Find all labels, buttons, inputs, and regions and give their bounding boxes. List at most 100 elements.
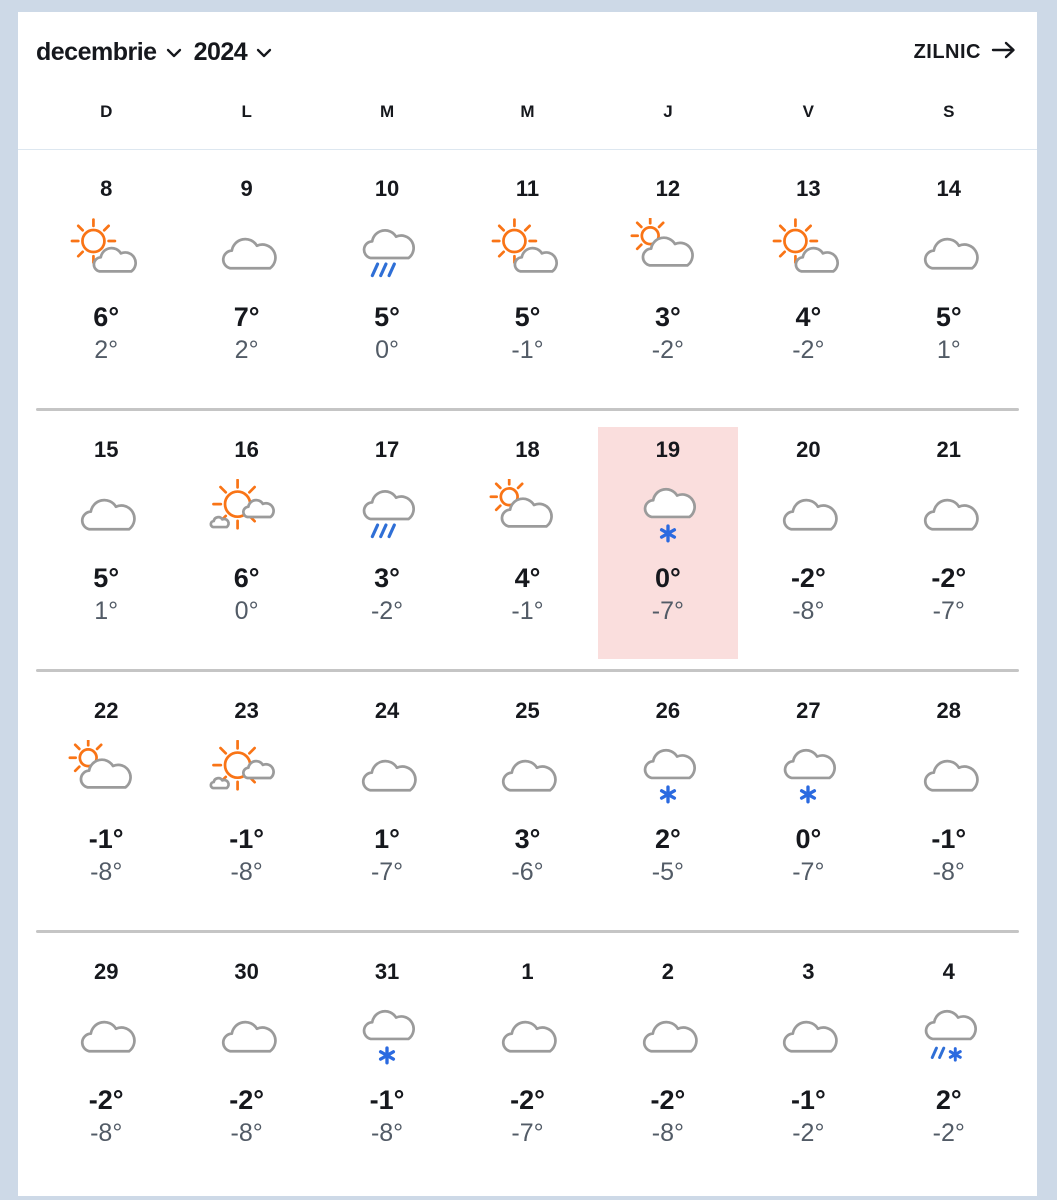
day-cell[interactable]: 12 3° -2°: [598, 166, 738, 398]
month-label: decembrie: [36, 37, 157, 66]
day-number: 1: [521, 959, 534, 984]
day-cell[interactable]: 28 -1° -8°: [879, 688, 1019, 920]
low-temp: -8°: [230, 1119, 263, 1147]
day-cell[interactable]: 8 6° 2°: [36, 166, 176, 398]
low-temp: -8°: [932, 858, 965, 886]
cloudy-icon: [485, 738, 569, 808]
year-label: 2024: [193, 37, 248, 66]
low-temp: -8°: [370, 1119, 404, 1147]
day-of-week-label: L: [241, 102, 252, 121]
week-row: 15 5° 1° 16 6° 0° 17 3° -2° 18 4° -1° 19…: [36, 411, 1019, 669]
low-temp: -7°: [932, 597, 965, 625]
day-cell[interactable]: 18 4° -1°: [457, 427, 597, 659]
day-cell[interactable]: 15 5° 1°: [36, 427, 176, 659]
day-number: 2: [661, 959, 675, 984]
high-temp: 0°: [795, 824, 822, 854]
mostly-cloudy-icon: [485, 477, 569, 547]
high-temp: -1°: [369, 1085, 405, 1115]
low-temp: 2°: [94, 336, 119, 364]
rain-icon: [345, 477, 429, 547]
low-temp: -6°: [511, 858, 544, 886]
low-temp: -2°: [792, 336, 825, 364]
low-temp: -8°: [90, 1119, 123, 1147]
day-cell[interactable]: 16 6° 0°: [176, 427, 316, 659]
day-cell[interactable]: 1 -2° -7°: [457, 949, 597, 1181]
day-cell[interactable]: 22 -1° -8°: [36, 688, 176, 920]
day-cell[interactable]: 27 0° -7°: [738, 688, 878, 920]
day-cell[interactable]: 19 0° -7°: [597, 427, 739, 659]
day-cell[interactable]: 26 2° -5°: [598, 688, 738, 920]
cloudy-icon: [205, 999, 289, 1069]
snow-icon: [626, 738, 710, 808]
daily-link-label: ZILNIC: [913, 40, 981, 63]
high-temp: 5°: [93, 563, 120, 593]
day-of-week-label: M: [520, 102, 535, 121]
low-temp: 1°: [94, 597, 119, 625]
cloudy-icon: [907, 216, 991, 286]
day-cell[interactable]: 31 -1° -8°: [317, 949, 457, 1181]
cloudy-icon: [907, 477, 991, 547]
rain-icon: [345, 216, 429, 286]
week-separator: [36, 408, 1019, 411]
day-cell[interactable]: 21 -2° -7°: [879, 427, 1019, 659]
day-of-week-label: D: [100, 102, 113, 121]
day-cell[interactable]: 4 2° -2°: [879, 949, 1019, 1181]
high-temp: -2°: [650, 1085, 686, 1115]
day-cell[interactable]: 30 -2° -8°: [176, 949, 316, 1181]
high-temp: -1°: [88, 824, 124, 854]
day-of-week-label: V: [802, 102, 815, 121]
daily-view-link[interactable]: ZILNIC: [914, 40, 1017, 65]
day-number: 12: [655, 176, 681, 201]
day-cell[interactable]: 23 -1° -8°: [176, 688, 316, 920]
day-cell[interactable]: 11 5° -1°: [457, 166, 597, 398]
low-temp: -2°: [932, 1119, 965, 1147]
day-number: 22: [93, 698, 119, 723]
cloudy-icon: [766, 999, 850, 1069]
day-cell[interactable]: 13 4° -2°: [738, 166, 878, 398]
day-number: 31: [374, 959, 400, 984]
monthly-forecast-card: decembrie 2024 ZILNIC: [18, 12, 1037, 1196]
week-row: 8 6° 2° 9 7° 2° 10 5° 0° 11 5° -1° 12 3°…: [36, 150, 1019, 408]
low-temp: 2°: [234, 336, 259, 364]
high-temp: 2°: [655, 824, 681, 854]
day-number: 20: [796, 437, 821, 462]
year-selector[interactable]: 2024: [194, 38, 273, 67]
day-number: 3: [802, 959, 815, 984]
day-cell[interactable]: 24 1° -7°: [317, 688, 457, 920]
day-cell[interactable]: 17 3° -2°: [317, 427, 457, 659]
cloudy-icon: [64, 999, 148, 1069]
low-temp: -8°: [651, 1119, 685, 1147]
snow-icon: [766, 738, 850, 808]
day-number: 4: [942, 959, 955, 984]
mostly-sunny-icon: [205, 477, 289, 547]
day-cell[interactable]: 20 -2° -8°: [738, 427, 878, 659]
arrow-right-icon: [991, 40, 1017, 65]
low-temp: -8°: [230, 858, 263, 886]
day-cell[interactable]: 14 5° 1°: [879, 166, 1019, 398]
day-number: 8: [100, 176, 113, 201]
low-temp: 0°: [234, 597, 259, 625]
day-cell[interactable]: 2 -2° -8°: [598, 949, 738, 1181]
high-temp: 3°: [374, 563, 400, 593]
header-separator: [18, 149, 1037, 150]
day-cell[interactable]: 9 7° 2°: [176, 166, 316, 398]
calendar-header: decembrie 2024 ZILNIC: [18, 36, 1037, 68]
high-temp: -1°: [931, 824, 967, 854]
day-number: 27: [796, 698, 821, 723]
day-number: 15: [93, 437, 119, 462]
high-temp: 7°: [233, 302, 260, 332]
high-temp: 4°: [795, 302, 822, 332]
day-cell[interactable]: 25 3° -6°: [457, 688, 597, 920]
day-number: 30: [234, 959, 259, 984]
day-number: 13: [796, 176, 821, 201]
low-temp: -7°: [511, 1119, 544, 1147]
month-selector[interactable]: decembrie: [36, 38, 182, 67]
high-temp: 4°: [514, 563, 541, 593]
day-cell[interactable]: 29 -2° -8°: [36, 949, 176, 1181]
mostly-cloudy-icon: [64, 738, 148, 808]
chevron-down-icon: [166, 45, 182, 63]
day-cell[interactable]: 10 5° 0°: [317, 166, 457, 398]
high-temp: -1°: [790, 1085, 826, 1115]
day-cell[interactable]: 3 -1° -2°: [738, 949, 878, 1181]
